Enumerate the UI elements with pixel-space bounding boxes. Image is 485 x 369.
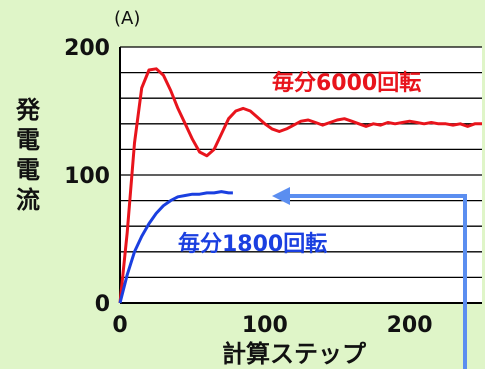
x-tick-label: 100 — [242, 313, 288, 338]
axes — [119, 47, 482, 304]
arrow-line — [282, 194, 467, 369]
y-tick-label: 200 — [64, 36, 110, 61]
x-tick-label: 0 — [112, 313, 127, 338]
series-line-0 — [118, 67, 482, 304]
y-axis-label: 発電電流 — [15, 96, 41, 214]
arrow-head-icon — [272, 187, 290, 205]
x-tick-label: 200 — [387, 313, 433, 338]
callout-arrow — [272, 187, 467, 369]
x-axis-label: 計算ステップ — [222, 340, 367, 368]
unit-label: (A) — [114, 8, 140, 29]
series-group — [118, 67, 482, 304]
series-label-1800rpm: 毎分1800回転 — [178, 231, 327, 257]
series-label-6000rpm: 毎分6000回転 — [272, 70, 421, 96]
tick-labels: 0 100 200 0 100 200 — [64, 36, 433, 338]
series-line-1 — [118, 190, 233, 304]
y-tick-label: 100 — [64, 164, 110, 189]
y-tick-label: 0 — [95, 292, 110, 317]
